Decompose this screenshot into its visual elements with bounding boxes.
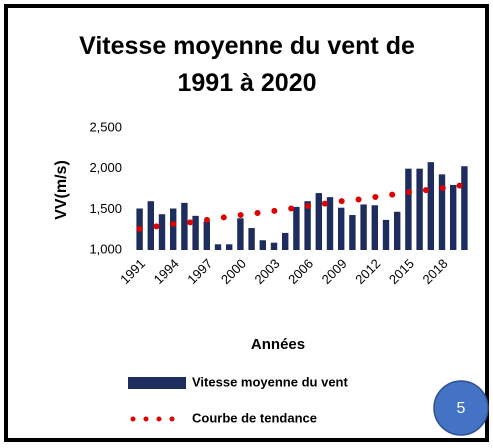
bar (461, 166, 468, 250)
bar (349, 215, 356, 250)
bar (248, 228, 255, 250)
y-tick-label: 1,000 (89, 241, 122, 256)
legend-label: Courbe de tendance (192, 410, 317, 425)
x-tick-label: 1991 (117, 256, 148, 287)
x-tick-label: 2012 (352, 256, 383, 287)
bar (214, 244, 222, 250)
bar (181, 202, 188, 250)
x-tick-label: 1994 (151, 256, 182, 287)
bar (405, 168, 412, 250)
bar (237, 218, 244, 250)
bar (416, 168, 423, 250)
bar (304, 201, 311, 250)
x-tick-label: 2000 (218, 256, 249, 287)
x-axis-title: Années (251, 336, 305, 353)
y-axis-title: VV(m/s) (53, 160, 70, 220)
x-tick-label: 2009 (319, 256, 350, 287)
bar (192, 215, 199, 250)
chart-title: Vitesse moyenne du vent de 1991 à 2020 (79, 32, 415, 97)
bar (326, 197, 334, 250)
bar (371, 205, 378, 250)
badge-label: 5 (457, 400, 466, 417)
bar (382, 219, 390, 250)
bar (147, 201, 154, 250)
bar (338, 207, 345, 250)
y-tick-label: 2,500 (89, 119, 122, 134)
x-tick-label: 2003 (251, 256, 282, 287)
bar (203, 221, 210, 250)
bar (226, 244, 233, 250)
x-tick-label: 2006 (285, 256, 316, 287)
y-tick-label: 1,500 (89, 201, 122, 216)
bar (438, 174, 446, 250)
x-tick-label: 2018 (419, 256, 450, 287)
trend-line (136, 181, 468, 232)
bar (259, 240, 266, 250)
bar (450, 184, 457, 250)
bar (360, 204, 367, 250)
badge (433, 380, 489, 436)
frame (4, 4, 489, 442)
bar (293, 206, 300, 250)
legend-swatch (128, 377, 186, 389)
legend-label: Vitesse moyenne du vent (192, 374, 348, 389)
y-tick-label: 2,000 (89, 160, 122, 175)
x-tick-label: 2015 (386, 256, 417, 287)
bar (315, 193, 322, 250)
x-tick-label: 1997 (184, 256, 215, 287)
bar (270, 242, 278, 250)
bar (282, 232, 289, 250)
bar (170, 208, 177, 250)
bar (427, 162, 434, 250)
bar (158, 214, 166, 250)
bar (394, 211, 401, 250)
